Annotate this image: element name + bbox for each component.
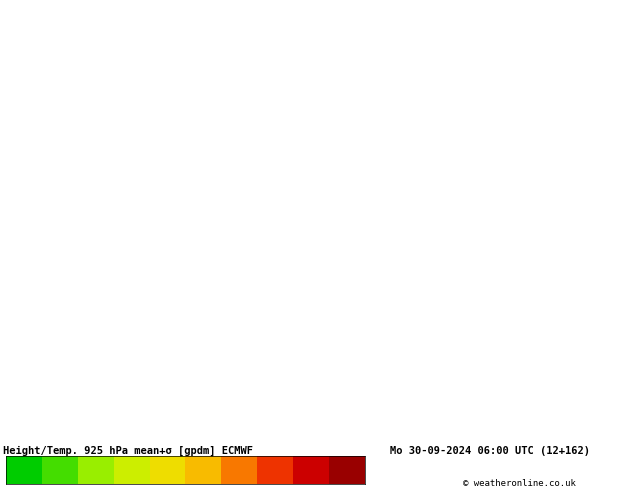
- Bar: [6, 456, 42, 484]
- Bar: [221, 456, 257, 484]
- Bar: [185, 456, 221, 484]
- Text: Height/Temp. 925 hPa mean+σ [gpdm] ECMWF: Height/Temp. 925 hPa mean+σ [gpdm] ECMWF: [3, 446, 253, 456]
- Text: Mo 30-09-2024 06:00 UTC (12+162): Mo 30-09-2024 06:00 UTC (12+162): [390, 446, 590, 456]
- Bar: [293, 456, 328, 484]
- Bar: [114, 456, 150, 484]
- Text: © weatheronline.co.uk: © weatheronline.co.uk: [463, 479, 576, 488]
- Bar: [328, 456, 365, 484]
- Bar: [78, 456, 114, 484]
- Bar: [42, 456, 78, 484]
- Bar: [257, 456, 293, 484]
- Bar: [150, 456, 185, 484]
